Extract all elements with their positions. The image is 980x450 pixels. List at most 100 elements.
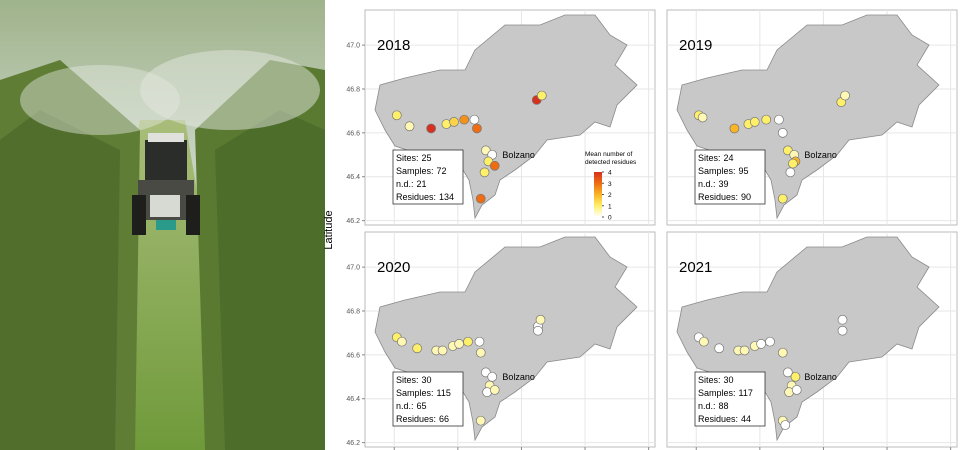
- legend-tick-label: 2: [608, 192, 612, 199]
- stats-value: 95: [739, 166, 749, 176]
- legend-title: detected residues: [585, 159, 637, 166]
- stats-value: 134: [439, 192, 454, 202]
- stats-line: Residues: 90: [698, 192, 751, 202]
- y-tick-label: 46.8: [346, 86, 360, 93]
- stats-line: n.d.: 21: [396, 179, 427, 189]
- legend-tick-label: 1: [608, 203, 612, 210]
- site-point: [729, 123, 740, 134]
- stats-value: 90: [741, 192, 751, 202]
- city-label: Bolzano: [804, 150, 837, 160]
- city-label: Bolzano: [502, 372, 535, 382]
- site-point: [739, 345, 750, 356]
- stats-label: Sites:: [698, 375, 721, 385]
- site-point: [749, 117, 760, 127]
- stats-line: n.d.: 65: [396, 401, 427, 411]
- stats-box: [694, 149, 766, 205]
- stats-label: n.d.:: [698, 401, 716, 411]
- city-label: Bolzano: [804, 372, 837, 382]
- stats-value: 21: [417, 179, 427, 189]
- site-point: [475, 347, 486, 358]
- stats-value: 39: [719, 179, 729, 189]
- site-point: [791, 385, 802, 395]
- site-point: [487, 371, 498, 382]
- stats-line: Samples: 117: [698, 388, 753, 398]
- site-point: [479, 167, 490, 178]
- site-point: [404, 121, 415, 132]
- stats-label: n.d.:: [698, 179, 716, 189]
- stats-label: Sites:: [396, 375, 419, 385]
- stats-line: Samples: 72: [396, 166, 447, 176]
- stats-label: Samples:: [698, 388, 736, 398]
- stats-value: 72: [437, 166, 447, 176]
- stats-value: 88: [719, 401, 729, 411]
- site-point: [474, 336, 485, 347]
- site-point: [699, 336, 709, 347]
- site-point: [840, 90, 850, 101]
- y-tick-label: 46.2: [346, 218, 360, 225]
- site-point: [697, 112, 708, 123]
- stats-line: Residues: 66: [396, 414, 449, 424]
- legend-tick-label: 4: [608, 170, 612, 177]
- stats-box: [392, 149, 464, 205]
- stats-line: n.d.: 88: [698, 401, 729, 411]
- y-tick-label: 46.2: [346, 440, 360, 447]
- site-point: [463, 336, 473, 347]
- stats-box: [392, 371, 464, 427]
- stats-line: Residues: 134: [396, 192, 454, 202]
- map-panel: 2019 Bolzano Sites: 24 Samples: 95 n.d.: 39 Resi…: [666, 9, 958, 226]
- stats-value: 30: [422, 375, 432, 385]
- stats-value: 30: [724, 375, 734, 385]
- site-point: [472, 123, 482, 134]
- site-point: [536, 90, 547, 101]
- site-point: [535, 314, 546, 325]
- map-panel: 10.511.011.512.012.52021BolzanoSites:30S…: [666, 231, 958, 450]
- site-point: [714, 343, 724, 354]
- legend-colorbar: [594, 172, 602, 217]
- legend-tick-label: 3: [608, 181, 612, 188]
- stats-value: 65: [417, 401, 427, 411]
- y-tick-label: 46.6: [346, 130, 360, 137]
- site-point: [780, 420, 791, 430]
- stats-line: Sites: 25: [396, 153, 432, 163]
- site-point: [475, 193, 486, 204]
- site-point: [777, 347, 788, 358]
- stats-line: Sites: 30: [698, 375, 734, 385]
- stats-line: Sites: 30: [396, 375, 432, 385]
- stats-label: Samples:: [396, 166, 434, 176]
- stats-label: Samples:: [396, 388, 434, 398]
- y-tick-label: 47.0: [346, 265, 360, 272]
- site-point: [774, 114, 784, 125]
- city-label: Bolzano: [502, 150, 535, 160]
- site-point: [761, 114, 772, 125]
- stats-value: 24: [724, 153, 734, 163]
- panel-year: 2020: [377, 259, 410, 276]
- site-point: [437, 345, 448, 356]
- stats-line: Sites: 24: [698, 153, 734, 163]
- site-point: [777, 193, 788, 204]
- site-point: [765, 336, 775, 347]
- y-tick-label: 46.6: [346, 352, 360, 359]
- photo: [0, 0, 325, 450]
- stats-label: Samples:: [698, 166, 736, 176]
- y-tick-label: 46.8: [346, 308, 360, 315]
- site-point: [454, 339, 464, 349]
- stats-label: Residues:: [396, 414, 436, 424]
- legend-tick-label: 0: [608, 215, 612, 222]
- stats-label: Sites:: [698, 153, 721, 163]
- panel-year: 2019: [679, 37, 712, 54]
- stats-label: n.d.:: [396, 401, 414, 411]
- stats-line: n.d.: 39: [698, 179, 729, 189]
- site-point: [489, 160, 500, 171]
- panel-year: 2018: [377, 37, 410, 54]
- stats-value: 117: [739, 388, 753, 398]
- site-point: [459, 114, 470, 125]
- site-point: [397, 336, 407, 347]
- stats-label: Residues:: [698, 192, 738, 202]
- stats-value: 44: [741, 414, 751, 424]
- site-point: [785, 167, 796, 178]
- site-point: [391, 110, 402, 121]
- site-point: [426, 123, 436, 134]
